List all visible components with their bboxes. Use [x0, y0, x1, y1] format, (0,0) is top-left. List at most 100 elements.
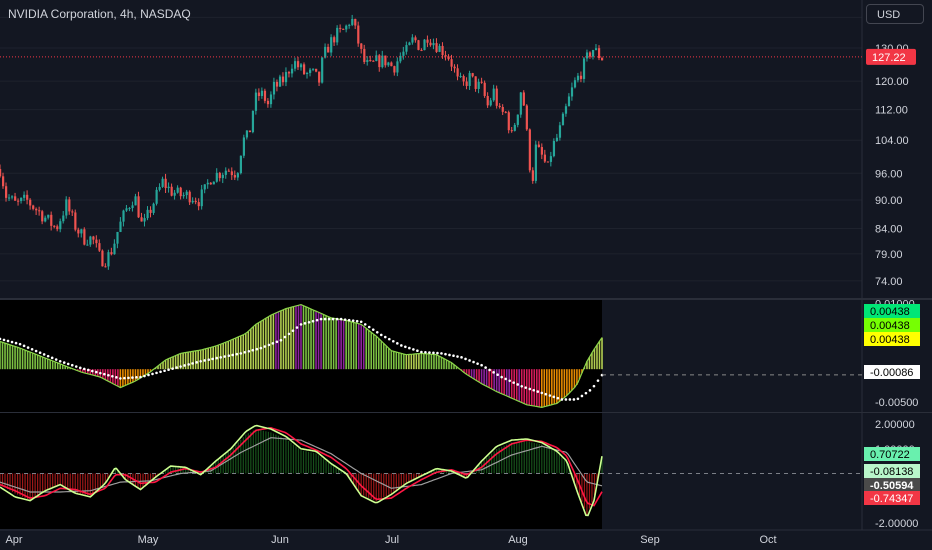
- osc1-hist-bar: [428, 354, 430, 370]
- osc1-signal-dot: [512, 381, 516, 384]
- osc1-hist-bar: [455, 366, 458, 370]
- osc1-signal-dot: [540, 391, 544, 395]
- osc1-signal-dot: [311, 319, 315, 323]
- candle-body: [80, 229, 83, 234]
- osc1-signal-dot: [484, 366, 487, 369]
- osc1-hist-bar: [327, 316, 330, 370]
- osc1-hist-bar: [551, 369, 553, 405]
- candle-body: [411, 37, 414, 43]
- candle-body: [62, 215, 65, 222]
- osc1-signal-dot: [34, 349, 38, 353]
- candle-body: [336, 27, 339, 43]
- osc1-hist-bar: [400, 353, 403, 370]
- candle-body: [561, 113, 565, 126]
- osc1-signal-dot: [568, 398, 572, 401]
- osc2-hist-bar: [82, 473, 84, 495]
- osc2-hist-bar: [32, 473, 34, 499]
- osc1-signal-dot: [215, 356, 219, 360]
- osc2-hist-bar: [435, 469, 438, 474]
- osc2-hist-bar: [277, 435, 280, 474]
- osc2-hist-bar: [305, 451, 307, 474]
- candle-body: [119, 221, 122, 232]
- osc2-hist-bar: [267, 431, 269, 474]
- osc2-hist-bar: [240, 439, 242, 474]
- osc1-hist-bar: [430, 354, 433, 370]
- osc2-hist-bar: [62, 473, 64, 486]
- osc1-signal-dot: [62, 361, 66, 364]
- osc2-hist-bar: [149, 473, 152, 481]
- candle-body: [450, 59, 453, 67]
- osc2-value-badge: [864, 491, 920, 505]
- osc1-hist-bar: [513, 369, 516, 400]
- osc2-slow-line: [0, 426, 603, 507]
- candle-body: [399, 55, 402, 62]
- osc2-hist-bar: [322, 459, 325, 474]
- osc1-hist-bar: [370, 332, 373, 370]
- candle-body: [20, 197, 23, 202]
- osc2-hist-bar: [400, 473, 402, 487]
- osc1-hist-bar: [164, 359, 167, 370]
- candle-body: [104, 266, 107, 268]
- candle-body: [281, 76, 285, 83]
- osc1-hist-bar: [49, 359, 51, 370]
- osc1-signal-dot: [211, 357, 215, 361]
- osc1-hist-bar: [601, 337, 603, 370]
- osc1-value-badge: [864, 318, 920, 332]
- candle-body: [405, 45, 408, 52]
- candle-body: [143, 218, 146, 222]
- candle-body: [414, 37, 417, 41]
- candle-body: [293, 61, 297, 69]
- osc2-hist-bar: [493, 451, 495, 474]
- osc2-hist-bar: [385, 473, 387, 497]
- osc1-signal-dot: [195, 361, 198, 364]
- osc2-hist-bar: [548, 448, 550, 474]
- candle-body: [423, 39, 426, 51]
- osc1-hist-bar: [305, 306, 307, 370]
- currency-selector[interactable]: USD: [866, 4, 924, 24]
- osc2-hist-bar: [232, 447, 234, 474]
- osc1-hist-bar: [566, 369, 568, 396]
- candle-body: [122, 210, 125, 222]
- candle-body: [68, 199, 71, 212]
- candle-body: [23, 194, 26, 198]
- osc1-hist-bar: [445, 359, 448, 370]
- candle-body: [579, 75, 583, 79]
- osc2-tick-label: -2.00000: [875, 518, 918, 530]
- osc1-hist-bar: [365, 328, 368, 370]
- candle-body: [375, 55, 378, 62]
- osc1-hist-bar: [250, 328, 252, 370]
- candle-body: [125, 208, 128, 211]
- osc2-hist-bar: [54, 473, 56, 487]
- osc1-hist-bar: [347, 321, 350, 370]
- osc1-signal-dot: [560, 398, 564, 401]
- osc1-signal-dot: [572, 398, 576, 401]
- candle-body: [296, 61, 300, 68]
- candle-body: [426, 39, 429, 43]
- candle-body: [29, 199, 32, 206]
- osc1-signal-dot: [199, 359, 202, 363]
- osc2-hist-bar: [380, 473, 382, 499]
- osc2-hist-bar: [67, 473, 69, 489]
- candle-body: [182, 195, 185, 197]
- osc2-hist-bar: [247, 433, 249, 474]
- osc1-hist-bar: [310, 309, 312, 370]
- candle-body: [26, 194, 29, 200]
- candle-body: [384, 55, 387, 66]
- candle-body: [200, 189, 203, 207]
- osc1-signal-dot: [460, 356, 463, 359]
- osc1-signal-dot: [38, 351, 42, 355]
- osc2-hist-bar: [410, 473, 412, 481]
- osc2-hist-bar: [59, 473, 61, 485]
- osc1-hist-bar: [157, 365, 159, 370]
- candle-body: [387, 62, 390, 66]
- osc2-hist-bar: [327, 462, 330, 474]
- osc1-hist-bar: [46, 358, 49, 370]
- osc2-hist-bar: [9, 473, 11, 491]
- osc1-hist-bar: [0, 341, 1, 370]
- osc1-hist-bar: [448, 361, 450, 370]
- osc1-signal-dot: [131, 376, 134, 379]
- osc1-hist-bar: [242, 334, 245, 370]
- osc1-signal-dot: [588, 389, 592, 392]
- osc2-hist-bar: [94, 473, 96, 492]
